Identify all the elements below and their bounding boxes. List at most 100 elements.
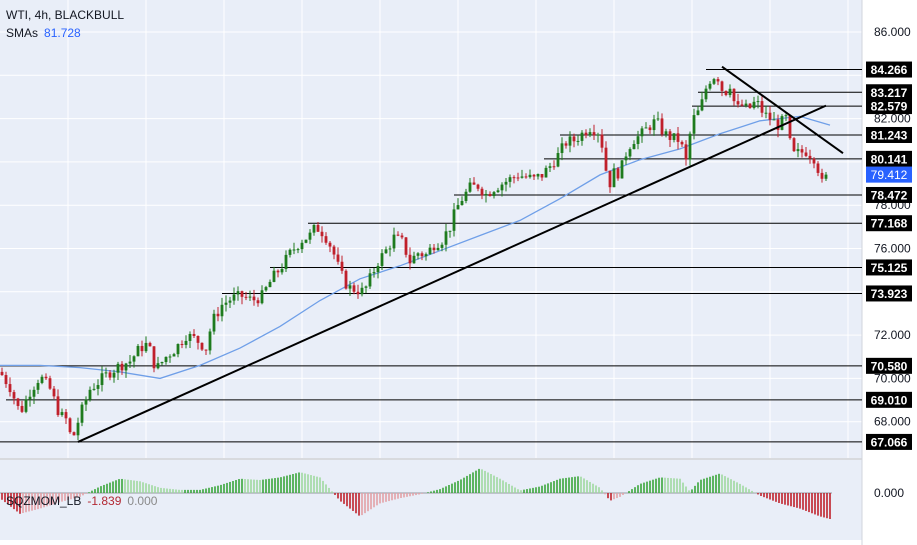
- candle: [744, 99, 748, 108]
- candle-body: [352, 285, 356, 292]
- candle: [724, 90, 728, 97]
- candle-body: [572, 136, 576, 142]
- candle-body: [576, 140, 580, 142]
- candle: [212, 309, 216, 335]
- candles: [0, 76, 828, 441]
- candle: [412, 251, 416, 264]
- candle-body: [320, 231, 324, 237]
- candle-body: [280, 269, 284, 273]
- candle: [336, 247, 340, 265]
- candle: [248, 290, 252, 302]
- candle-body: [444, 231, 448, 245]
- candle: [676, 126, 680, 150]
- candle: [664, 128, 668, 138]
- candle-body: [212, 313, 216, 332]
- level-label-bg: [866, 61, 912, 78]
- candle: [284, 250, 288, 272]
- oscillator-value-2: 0.000: [127, 494, 158, 508]
- candle: [620, 160, 624, 179]
- candle-body: [620, 160, 624, 179]
- candle: [360, 282, 364, 297]
- candle: [164, 356, 168, 365]
- candle: [344, 269, 348, 290]
- candle-body: [108, 372, 112, 378]
- candle: [508, 174, 512, 188]
- candle: [600, 129, 604, 153]
- candle-body: [164, 356, 168, 363]
- candle-body: [472, 182, 476, 185]
- candle-body: [292, 249, 296, 251]
- candle: [148, 341, 152, 347]
- candle-body: [432, 247, 436, 251]
- candle: [784, 113, 788, 122]
- candle: [220, 297, 224, 322]
- current-price-bg: [866, 166, 912, 183]
- candle: [388, 245, 392, 257]
- candle-body: [96, 385, 100, 389]
- candle-body: [424, 254, 428, 257]
- candle: [400, 232, 404, 240]
- candle: [4, 371, 8, 388]
- candle: [708, 81, 712, 91]
- candle-body: [500, 184, 504, 191]
- candle-body: [524, 176, 528, 178]
- candle: [624, 152, 628, 165]
- candle: [748, 103, 752, 109]
- candle-body: [316, 224, 320, 232]
- candle: [76, 417, 80, 441]
- candle: [56, 389, 60, 417]
- candle-body: [288, 249, 292, 255]
- candle-body: [552, 166, 556, 168]
- candle: [224, 295, 228, 312]
- candle-body: [12, 392, 16, 399]
- candle: [608, 170, 612, 193]
- candle-body: [452, 209, 456, 231]
- candle-body: [612, 168, 616, 188]
- candle-body: [92, 388, 96, 390]
- candle: [556, 147, 560, 168]
- candle: [184, 335, 188, 349]
- candle-body: [0, 371, 4, 376]
- candle: [88, 386, 92, 402]
- candle: [420, 251, 424, 261]
- candle: [476, 183, 480, 192]
- level-price-label: 81.243: [866, 126, 912, 143]
- rising-trendline: [77, 104, 827, 443]
- candle-body: [760, 101, 764, 113]
- candle-body: [748, 103, 752, 108]
- candle-body: [744, 103, 748, 106]
- y-axis-tick-label: 76.000: [874, 242, 911, 256]
- candle-body: [496, 190, 500, 193]
- candle: [780, 114, 784, 131]
- candle-body: [56, 396, 60, 416]
- candle-body: [44, 376, 48, 379]
- candle-body: [176, 344, 180, 355]
- candle: [464, 188, 468, 204]
- candle-body: [184, 340, 188, 345]
- candle-body: [340, 261, 344, 271]
- candle-body: [152, 346, 156, 369]
- candle-body: [584, 132, 588, 136]
- candle-body: [376, 265, 380, 273]
- candle-body: [652, 119, 656, 131]
- candle-body: [660, 118, 664, 135]
- candle-body: [608, 170, 612, 188]
- level-label-bg: [866, 215, 912, 232]
- candle-body: [676, 133, 680, 142]
- candle: [268, 279, 272, 288]
- candle-body: [228, 300, 232, 303]
- candle: [340, 255, 344, 274]
- candle: [496, 187, 500, 193]
- candle: [472, 177, 476, 185]
- candle-body: [536, 173, 540, 177]
- candle: [44, 373, 48, 381]
- price-pane-background: [0, 0, 862, 458]
- candle-body: [16, 398, 20, 406]
- candle-body: [380, 253, 384, 266]
- level-label-bg: [866, 433, 912, 450]
- candle: [232, 287, 236, 305]
- candle: [356, 284, 360, 299]
- candle-body: [488, 193, 492, 197]
- candle-body: [168, 356, 172, 358]
